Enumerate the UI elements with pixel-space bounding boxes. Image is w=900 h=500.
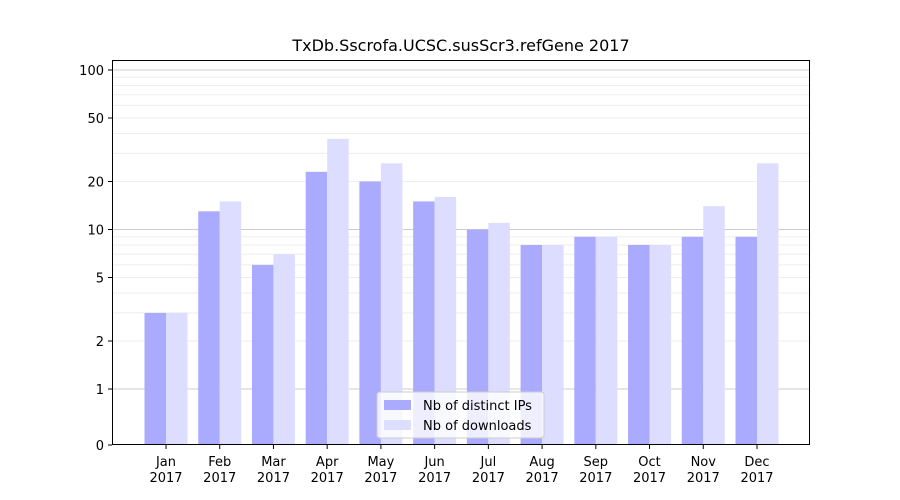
x-tick-label-year: 2017 (526, 471, 559, 486)
x-tick-label-month: Oct (638, 455, 660, 470)
y-tick-label: 10 (87, 224, 104, 239)
bar-downloads (166, 312, 188, 445)
x-tick-label-year: 2017 (472, 471, 505, 486)
bar-downloads (542, 244, 564, 445)
bar-downloads (327, 138, 349, 445)
y-tick-label: 100 (79, 64, 104, 79)
x-tick-label-year: 2017 (203, 471, 236, 486)
bar-distinct-ips (413, 201, 435, 445)
bar-downloads (703, 206, 725, 445)
bar-distinct-ips (681, 236, 704, 445)
x-tick-label-month: Nov (691, 455, 717, 470)
legend-label: Nb of downloads (423, 419, 532, 434)
x-tick-label-year: 2017 (257, 471, 290, 486)
x-tick-label-month: Sep (584, 455, 609, 470)
bar-downloads (488, 222, 510, 445)
x-tick-label-year: 2017 (633, 471, 666, 486)
bar-downloads (595, 236, 618, 445)
x-tick-label-month: May (367, 455, 394, 470)
bar-distinct-ips (574, 236, 596, 445)
bar-distinct-ips (466, 229, 489, 445)
x-tick-label-month: Dec (744, 455, 769, 470)
bar-distinct-ips (735, 236, 757, 445)
y-axis: 0 1 2 5 10 20 50 100 (79, 64, 112, 454)
legend-label: Nb of distinct IPs (423, 399, 532, 414)
bars (144, 138, 779, 445)
bar-downloads (380, 163, 403, 445)
bar-downloads (434, 196, 457, 445)
y-tick-label: 1 (96, 383, 104, 398)
bar-downloads (273, 254, 295, 445)
x-tick-label-month: Aug (529, 455, 554, 470)
y-tick-label: 2 (96, 335, 104, 350)
bar-downloads (757, 163, 779, 445)
x-tick-label-month: Feb (208, 455, 231, 470)
x-tick-label-year: 2017 (740, 471, 773, 486)
x-tick-label-month: Apr (316, 455, 339, 470)
bar-downloads (219, 201, 242, 445)
x-tick-label-month: Jul (480, 455, 497, 470)
x-tick-label-month: Jan (155, 455, 176, 470)
y-tick-label: 20 (87, 175, 104, 190)
bar-distinct-ips (198, 211, 220, 445)
plot-frame (112, 60, 810, 445)
x-tick-label-month: Jun (423, 455, 444, 470)
bar-downloads (649, 244, 672, 445)
x-tick-label-month: Mar (261, 455, 286, 470)
bar-distinct-ips (251, 264, 274, 445)
y-tick-label: 5 (96, 272, 104, 287)
x-axis: Jan2017Feb2017Mar2017Apr2017May2017Jun20… (149, 445, 774, 486)
chart-title: TxDb.Sscrofa.UCSC.susScr3.refGene 2017 (291, 36, 629, 55)
x-tick-label-year: 2017 (149, 471, 182, 486)
x-tick-label-year: 2017 (418, 471, 451, 486)
legend-swatch (384, 400, 411, 410)
x-tick-label-year: 2017 (364, 471, 397, 486)
bar-distinct-ips (359, 181, 381, 445)
bar-distinct-ips (628, 244, 650, 445)
y-tick-label: 0 (96, 439, 104, 454)
y-tick-label: 50 (87, 112, 104, 127)
bar-distinct-ips (144, 312, 166, 445)
legend-box (376, 391, 545, 439)
x-tick-label-year: 2017 (311, 471, 344, 486)
bar-distinct-ips (305, 171, 328, 445)
legend: Nb of distinct IPs Nb of downloads (376, 391, 545, 439)
legend-swatch (384, 420, 411, 430)
x-tick-label-year: 2017 (579, 471, 612, 486)
x-tick-label-year: 2017 (687, 471, 720, 486)
